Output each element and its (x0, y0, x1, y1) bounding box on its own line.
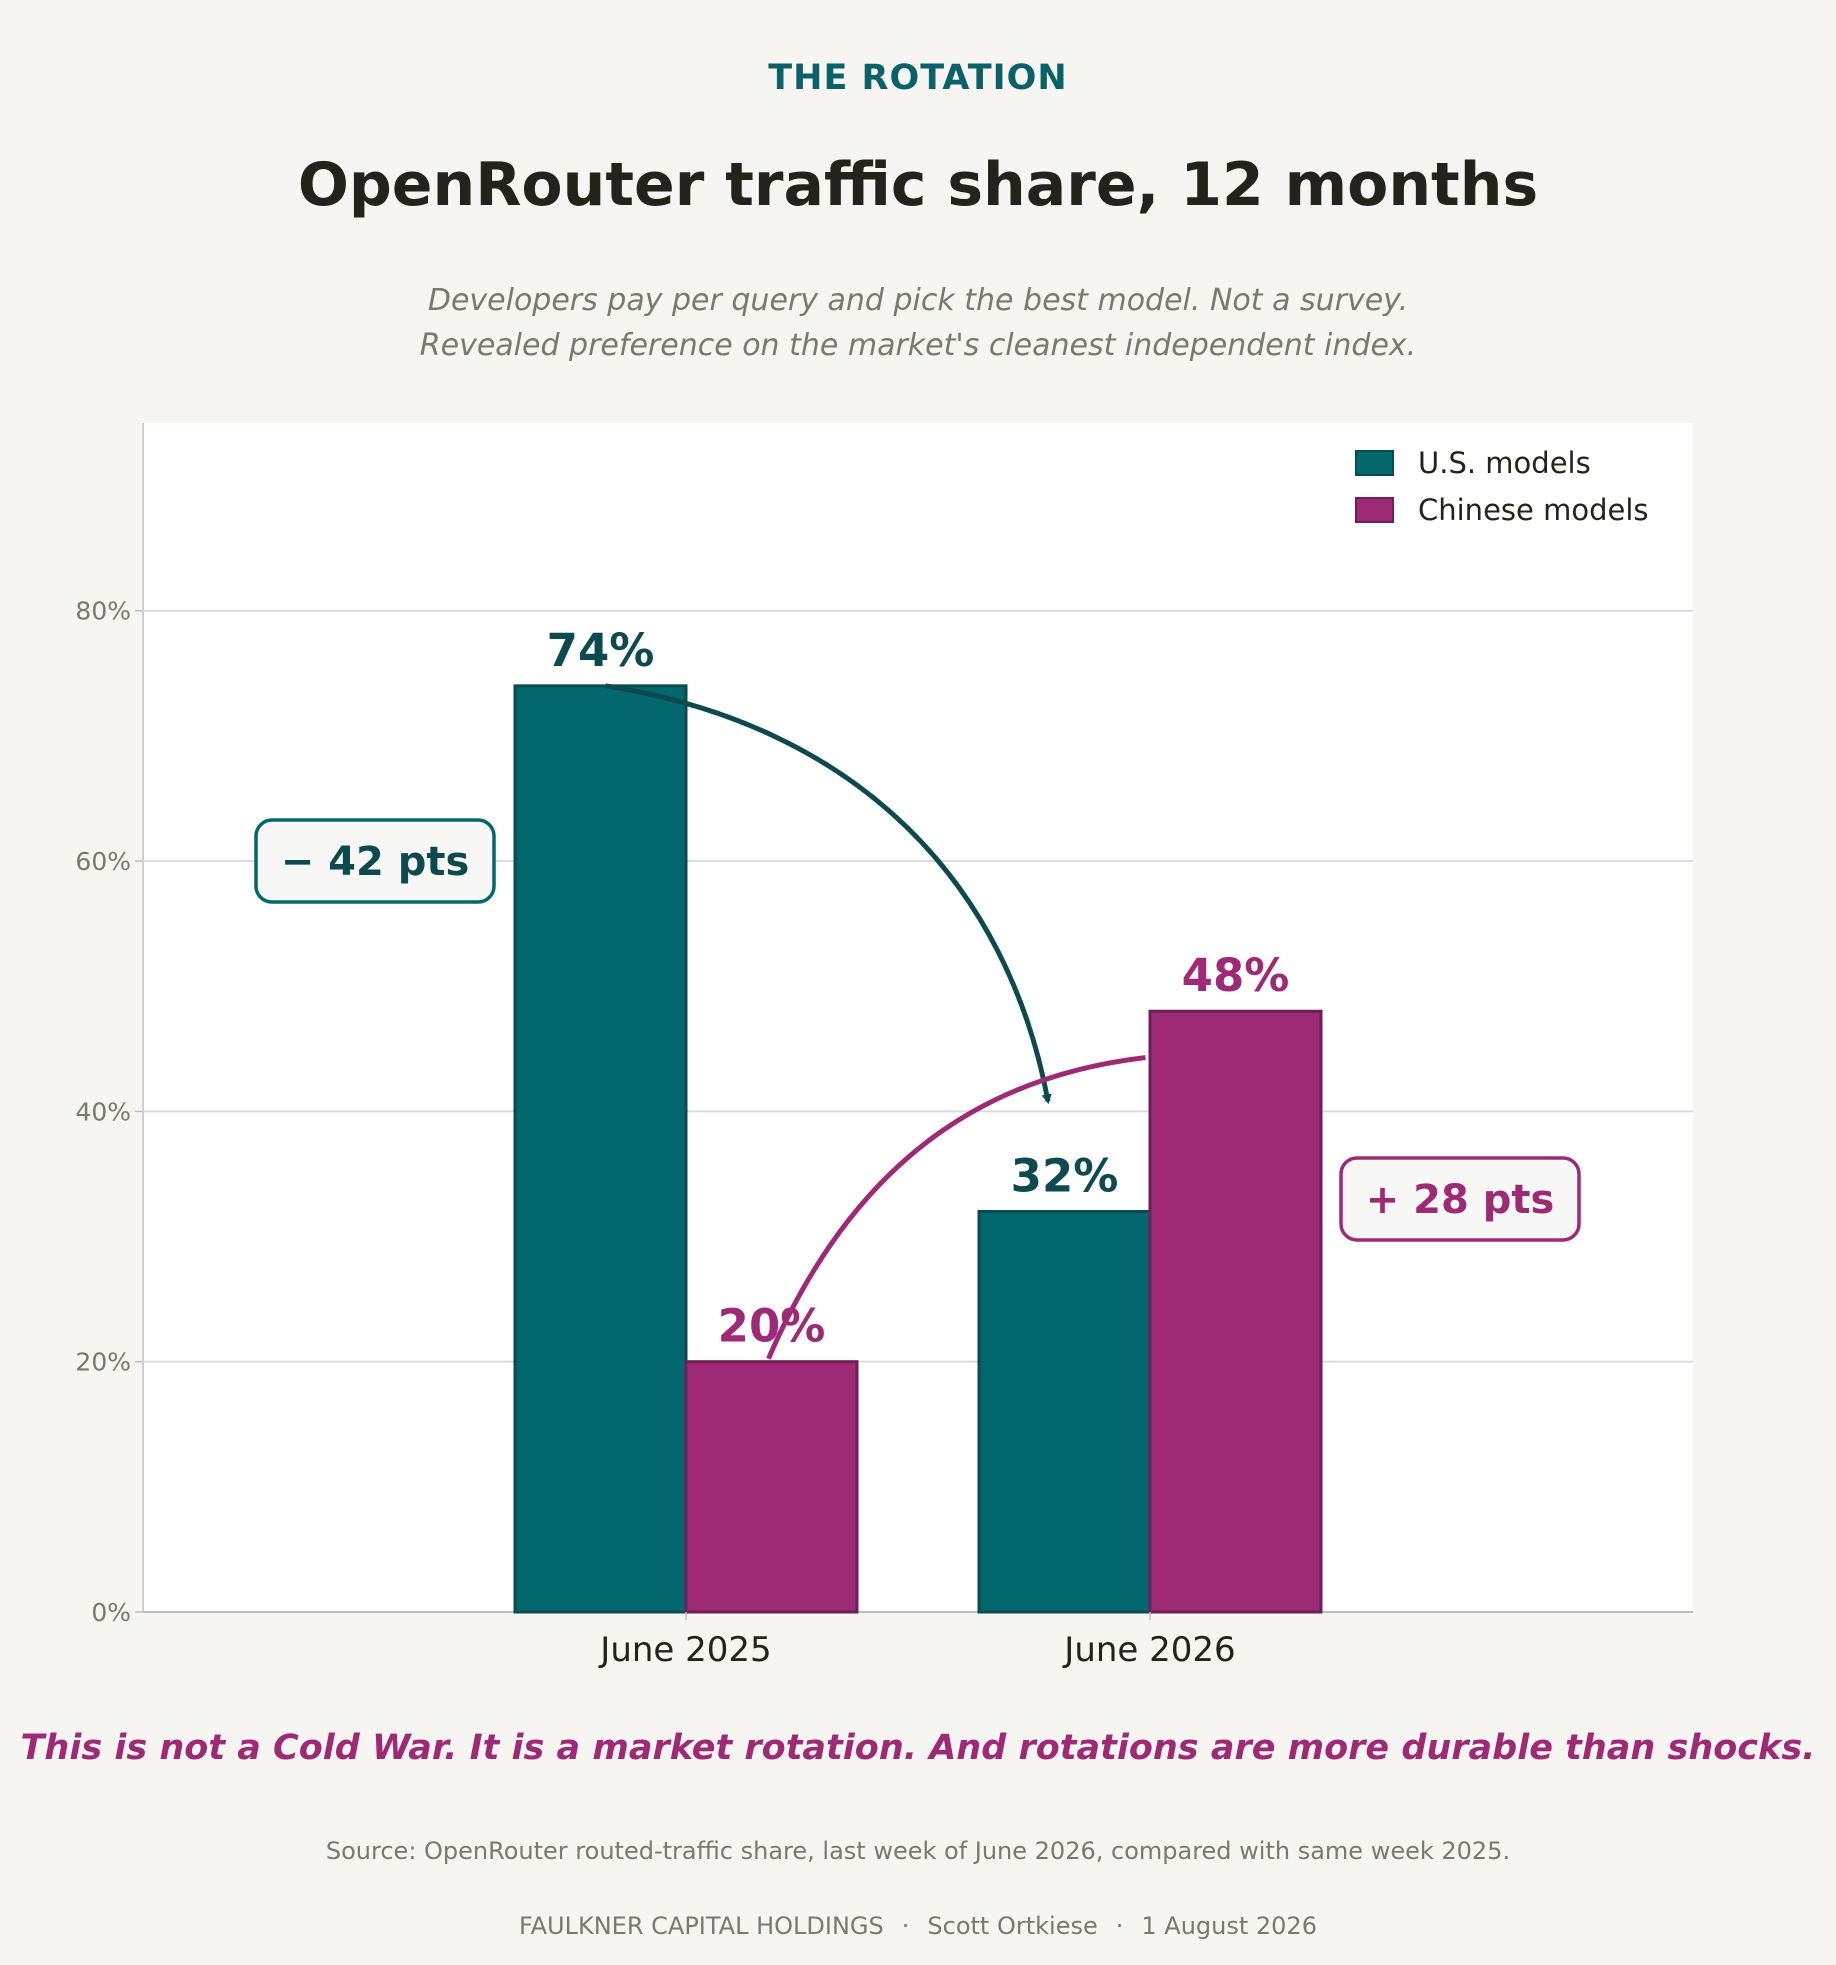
data-label: 20% (718, 1300, 826, 1353)
subtitle-line-1: Developers pay per query and pick the be… (427, 283, 1409, 318)
data-label: 48% (1182, 949, 1290, 1002)
bar (1148, 1009, 1323, 1614)
x-tick-label: June 2025 (598, 1630, 771, 1670)
y-tick-label: 0% (91, 1598, 131, 1627)
annotation-box (1339, 1156, 1581, 1242)
data-labels: 74% 32% 20% 48% (547, 624, 1290, 1353)
y-tick-label: 60% (75, 847, 131, 876)
footer-date: 1 August 2026 (1141, 1912, 1317, 1940)
plot-area (143, 423, 1693, 1612)
bar (977, 1209, 1152, 1614)
footer: FAULKNER CAPITAL HOLDINGS · Scott Ortkiese… (0, 1912, 1836, 1940)
annotations: − 42 pts + 28 pts (254, 818, 1581, 1242)
arrows (605, 683, 1146, 1360)
legend: U.S. models Chinese models (1355, 446, 1649, 527)
rise-arrow (766, 1055, 1146, 1360)
x-axis: June 2025 June 2026 (598, 1612, 1236, 1670)
annotation-box (254, 818, 496, 904)
source-note: Source: OpenRouter routed-traffic share,… (325, 1837, 1511, 1865)
annotation-text: + 28 pts (1366, 1177, 1555, 1223)
footer-author: Scott Ortkiese (927, 1912, 1098, 1940)
gridlines (143, 609, 1693, 1363)
kicker: THE ROTATION (768, 58, 1068, 98)
chart-title: OpenRouter traffic share, 12 months (297, 150, 1539, 220)
legend-label: U.S. models (1418, 446, 1591, 480)
bars (513, 684, 1323, 1614)
y-axis: 0% 20% 40% 60% 80% (75, 423, 1693, 1627)
decline-arrow (605, 683, 1052, 1105)
data-label: 74% (547, 624, 655, 677)
data-label: 32% (1011, 1149, 1119, 1202)
x-tick-label: June 2026 (1062, 1630, 1235, 1670)
y-tick-label: 80% (75, 597, 131, 626)
subtitle: Developers pay per query and pick the be… (0, 278, 1836, 368)
legend-swatch (1355, 497, 1394, 523)
footer-separator: · (1115, 1912, 1124, 1940)
bar-chart: 0%20%40%60%80% 74%32%20%48% June 2025 Jun… (75, 423, 1693, 1670)
annotation-text: − 42 pts (281, 839, 470, 885)
subtitle-line-2: Revealed preference on the market's clea… (419, 328, 1417, 363)
y-tick-label: 20% (75, 1348, 131, 1377)
footer-separator: · (901, 1912, 910, 1940)
tagline: This is not a Cold War. It is a market r… (20, 1728, 1816, 1768)
footer-org: FAULKNER CAPITAL HOLDINGS (519, 1912, 884, 1940)
bar (684, 1360, 859, 1614)
bar (513, 684, 688, 1614)
legend-swatch (1355, 450, 1394, 476)
y-tick-label: 40% (75, 1097, 131, 1126)
legend-label: Chinese models (1418, 493, 1649, 527)
